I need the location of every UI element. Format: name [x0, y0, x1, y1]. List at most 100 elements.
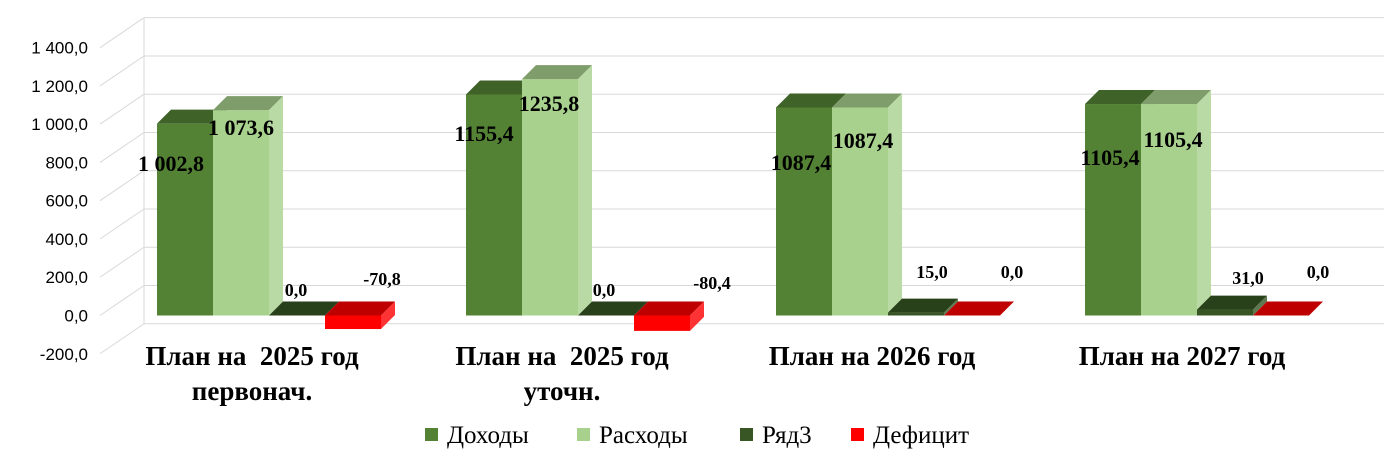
data-label: 1087,4	[771, 150, 832, 175]
gridline-depth	[99, 55, 145, 87]
bar-top	[466, 80, 536, 95]
bar-top	[832, 93, 902, 108]
bar-front	[325, 315, 381, 330]
bar-top	[944, 301, 1014, 316]
legend-label: Ряд3	[762, 422, 812, 449]
data-label: 0,0	[285, 280, 308, 300]
category-label: уточн.	[524, 376, 601, 406]
bar-top	[325, 301, 395, 316]
y-tick-label: 0,0	[64, 307, 88, 326]
y-tick-label: 200,0	[45, 268, 88, 287]
bar-top	[1085, 90, 1155, 105]
bar-дефицит	[944, 301, 1014, 316]
bar-side	[269, 96, 283, 316]
bar-front	[776, 107, 832, 316]
y-tick-label: 1 000,0	[31, 115, 88, 134]
y-tick-label: 400,0	[45, 230, 88, 249]
data-label: 1 073,6	[208, 115, 274, 140]
bar-front	[1085, 104, 1141, 316]
bar-расходы	[1141, 90, 1211, 316]
y-tick-label: 1 400,0	[31, 39, 88, 58]
category-label: План на 2025 год	[145, 341, 359, 371]
bar-front	[1197, 309, 1253, 316]
bar-front	[213, 110, 269, 316]
bar-top	[1197, 295, 1267, 310]
bar-расходы	[832, 93, 902, 316]
bar-front	[832, 107, 888, 316]
data-label: 0,0	[593, 280, 616, 300]
data-label: 31,0	[1232, 268, 1264, 288]
bar-front	[466, 94, 522, 316]
data-label: 1235,8	[519, 91, 580, 116]
data-label: 15,0	[916, 262, 948, 282]
bar-side	[690, 301, 704, 331]
bar-side	[888, 93, 902, 316]
bar-ряд3	[1197, 295, 1267, 316]
legend: Доходы Расходы Ряд3 Дефицит	[425, 422, 969, 449]
y-tick-label: 800,0	[45, 153, 88, 172]
legend-label: Дефицит	[873, 422, 969, 449]
bar-top	[888, 298, 958, 313]
data-label: 1087,4	[833, 128, 894, 153]
bar-расходы	[213, 96, 283, 316]
bar-top	[1253, 301, 1323, 316]
bar-front	[522, 79, 578, 316]
data-label: 1105,4	[1080, 145, 1139, 170]
bar-top	[157, 109, 227, 124]
gridline-depth	[99, 132, 145, 163]
gridline-depth	[99, 323, 145, 355]
bar-дефицит	[325, 301, 395, 330]
bar-front	[634, 315, 690, 331]
data-label: -70,8	[363, 269, 401, 289]
category-labels: План на 2025 год первонач. План на 2025 го…	[145, 341, 1285, 406]
y-tick-label: 600,0	[45, 192, 88, 211]
bar-front	[888, 312, 944, 316]
bar-top	[213, 96, 283, 111]
data-label: 1 002,8	[138, 151, 204, 176]
data-label: 1105,4	[1143, 127, 1202, 152]
category-label: План на 2027 год	[1079, 341, 1286, 371]
legend-swatch	[577, 428, 590, 441]
bar-top	[522, 65, 592, 80]
bar-top	[776, 93, 846, 108]
legend-item: Ряд3	[740, 422, 812, 449]
category-label: План на 2025 год	[455, 341, 669, 371]
category-label: План на 2026 год	[769, 341, 976, 371]
data-label: 0,0	[1001, 262, 1024, 282]
legend-label: Расходы	[599, 422, 688, 449]
bar-дефицит	[1253, 301, 1323, 316]
bar-side	[1197, 90, 1211, 316]
bar-расходы	[522, 65, 592, 316]
bar-top	[1141, 90, 1211, 105]
legend-swatch	[740, 428, 753, 441]
data-label: -80,4	[693, 273, 731, 293]
gridline-depth	[99, 170, 145, 202]
data-labels: 1 002,8 1155,4 1087,4 1105,4 1 073,6 1235,8 10…	[138, 91, 1329, 300]
bar-дефицит	[634, 301, 704, 331]
bar-front	[1141, 104, 1197, 316]
bar-top	[634, 301, 704, 316]
gridline-depth	[99, 17, 145, 49]
legend-label: Доходы	[447, 422, 529, 449]
category-label: первонач.	[192, 376, 312, 406]
gridline-depth	[99, 93, 145, 125]
bar-ряд3	[888, 298, 958, 316]
legend-item: Расходы	[577, 422, 688, 449]
bar-side	[381, 301, 395, 330]
data-label: 0,0	[1307, 262, 1330, 282]
bar-top	[578, 301, 648, 316]
y-tick-label: -200,0	[40, 345, 88, 364]
gridline-depth	[99, 246, 145, 278]
legend-swatch	[851, 428, 864, 441]
legend-item: Дефицит	[851, 422, 969, 449]
bar-ряд3	[578, 301, 648, 316]
legend-swatch	[425, 428, 438, 441]
y-axis-ticks: -200,0 0,0 200,0 400,0 600,0 800,0 1 000,0 1 20…	[31, 39, 88, 364]
bar-side	[578, 65, 592, 316]
data-label: 1155,4	[454, 121, 513, 146]
bar-side	[944, 298, 958, 316]
bar-side	[1253, 295, 1267, 316]
bar-top	[269, 301, 339, 316]
